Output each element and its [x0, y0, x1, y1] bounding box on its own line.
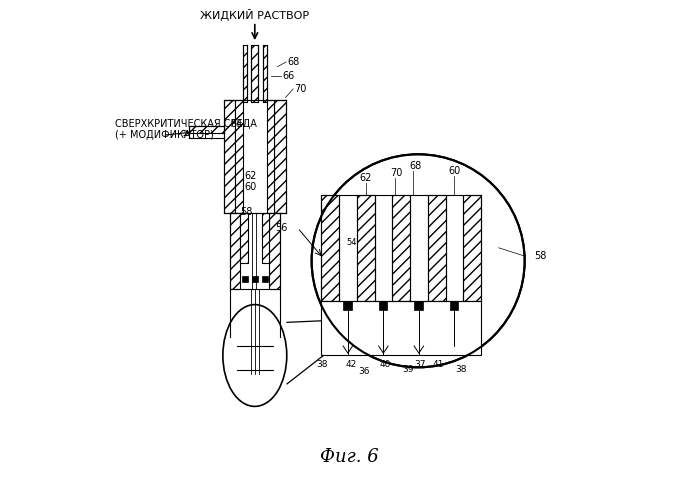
- Text: 36: 36: [358, 366, 370, 376]
- Text: 66: 66: [282, 71, 294, 81]
- Bar: [263, 46, 267, 102]
- Bar: [428, 194, 445, 301]
- Text: 60: 60: [245, 182, 257, 193]
- Bar: [240, 214, 247, 263]
- Text: 38: 38: [455, 365, 466, 374]
- Text: ЖИДКИЙ РАСТВОР: ЖИДКИЙ РАСТВОР: [200, 9, 310, 21]
- Text: 64: 64: [230, 118, 243, 128]
- Text: 54: 54: [347, 238, 357, 247]
- Bar: [321, 194, 339, 301]
- Bar: [236, 100, 243, 214]
- Text: 42: 42: [345, 361, 356, 369]
- Bar: [270, 214, 280, 289]
- Text: 58: 58: [240, 207, 253, 217]
- Bar: [274, 100, 286, 214]
- Bar: [189, 126, 224, 133]
- Bar: [379, 301, 387, 309]
- Bar: [242, 276, 247, 282]
- Bar: [415, 301, 423, 309]
- Text: 68: 68: [287, 57, 299, 67]
- Bar: [266, 100, 274, 214]
- Text: 70: 70: [294, 84, 306, 94]
- Bar: [252, 46, 258, 102]
- Text: Фиг. 6: Фиг. 6: [320, 448, 379, 466]
- Ellipse shape: [223, 305, 287, 406]
- Bar: [252, 276, 258, 282]
- Bar: [343, 301, 352, 309]
- Text: 41: 41: [433, 361, 444, 369]
- Bar: [392, 194, 410, 301]
- Bar: [321, 301, 481, 355]
- Text: 62: 62: [359, 173, 372, 183]
- Text: (+ МОДИФИКАТОР): (+ МОДИФИКАТОР): [115, 130, 214, 140]
- Bar: [463, 194, 481, 301]
- Text: 70: 70: [390, 168, 402, 178]
- Bar: [450, 301, 459, 309]
- Circle shape: [312, 154, 525, 367]
- Text: 37: 37: [414, 361, 425, 369]
- Text: 60: 60: [449, 166, 461, 176]
- Bar: [262, 276, 268, 282]
- Text: 58: 58: [534, 251, 547, 261]
- Text: 56: 56: [275, 223, 288, 233]
- Text: СВЕРХКРИТИЧЕСКАЯ СРЕДА: СВЕРХКРИТИЧЕСКАЯ СРЕДА: [115, 118, 257, 128]
- Bar: [230, 214, 240, 289]
- Text: 68: 68: [410, 161, 422, 171]
- Bar: [356, 194, 375, 301]
- Bar: [224, 100, 236, 214]
- Bar: [243, 46, 247, 102]
- Text: 39: 39: [402, 365, 414, 374]
- Bar: [262, 214, 270, 263]
- Text: 40: 40: [380, 361, 391, 369]
- Text: 38: 38: [317, 361, 329, 369]
- Text: 62: 62: [245, 171, 257, 181]
